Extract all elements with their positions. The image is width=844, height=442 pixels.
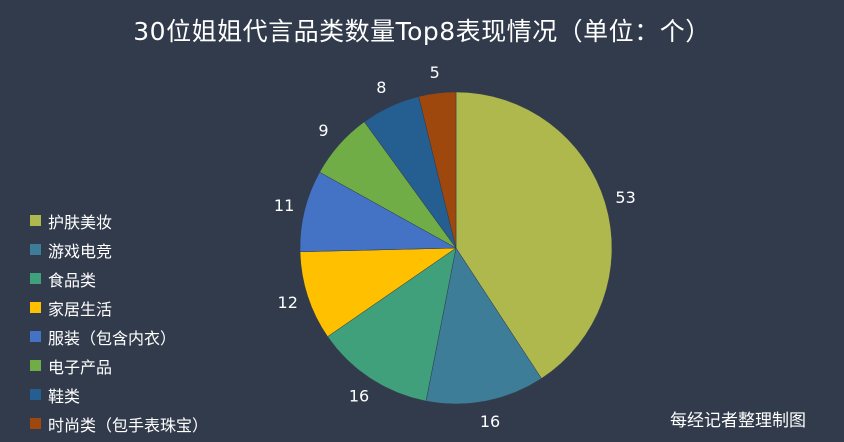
legend-swatch <box>30 331 41 342</box>
legend-label: 鞋类 <box>48 386 81 406</box>
legend-item-3: 食品类 <box>30 264 208 293</box>
data-label-7: 8 <box>376 78 386 97</box>
legend-label: 电子产品 <box>48 357 113 377</box>
legend-label: 时尚类（包手表珠宝） <box>48 415 209 435</box>
pie-slice-8 <box>418 91 457 249</box>
data-label-1: 53 <box>615 188 635 207</box>
legend-label: 护肤美妆 <box>48 212 113 232</box>
pie-data-labels: 53 16 16 12 11 9 8 5 <box>274 63 636 431</box>
legend-item-2: 游戏电竞 <box>30 235 208 264</box>
legend-swatch <box>30 244 41 255</box>
legend-label: 家居生活 <box>48 299 113 319</box>
pie-slice-1 <box>455 91 613 379</box>
chart-title: 30位姐姐代言品类数量Top8表现情况（单位：个） <box>133 17 711 46</box>
pie-slice-4 <box>299 247 457 337</box>
source-note: 每经记者整理制图 <box>670 411 806 431</box>
data-label-2: 16 <box>480 412 500 431</box>
legend-item-8: 时尚类（包手表珠宝） <box>30 409 208 438</box>
legend-swatch <box>30 360 41 371</box>
legend-label: 游戏电竞 <box>48 241 113 261</box>
legend-swatch <box>30 389 41 400</box>
data-label-3: 16 <box>349 387 369 406</box>
legend-item-4: 家居生活 <box>30 293 208 322</box>
legend-label: 食品类 <box>48 270 97 290</box>
legend-swatch <box>30 302 41 313</box>
legend-item-1: 护肤美妆 <box>30 206 208 235</box>
data-label-8: 5 <box>430 63 440 82</box>
pie-slices <box>299 91 613 405</box>
legend-item-6: 电子产品 <box>30 351 208 380</box>
data-label-5: 11 <box>274 196 294 215</box>
legend-label: 服装（包含内衣） <box>48 328 177 348</box>
legend-swatch <box>30 273 41 284</box>
legend-item-7: 鞋类 <box>30 380 208 409</box>
pie-slice-3 <box>327 247 457 402</box>
legend-item-5: 服装（包含内衣） <box>30 322 208 351</box>
data-label-4: 12 <box>278 293 298 312</box>
legend-swatch <box>30 215 41 226</box>
data-label-6: 9 <box>318 121 328 140</box>
legend-swatch <box>30 418 41 429</box>
pie-slice-2 <box>425 247 542 405</box>
chart-legend: 护肤美妆游戏电竞食品类家居生活服装（包含内衣） 电子产品鞋类时尚类（包手表珠宝） <box>30 206 208 438</box>
